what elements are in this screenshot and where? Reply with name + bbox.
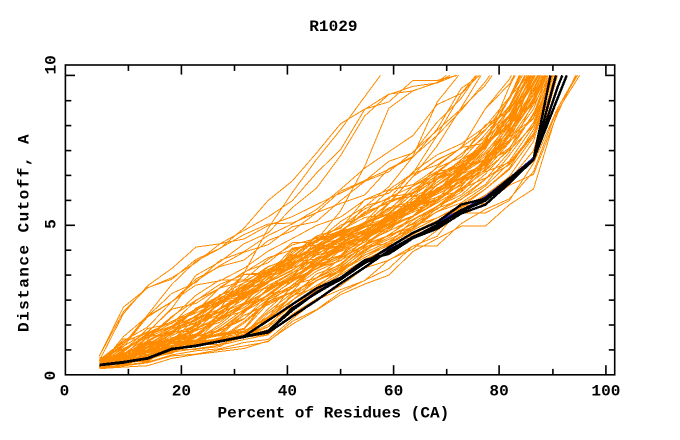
- svg-text:Percent of Residues (CA): Percent of Residues (CA): [218, 404, 450, 422]
- svg-text:0: 0: [42, 371, 60, 381]
- svg-text:40: 40: [278, 383, 297, 401]
- svg-text:80: 80: [489, 383, 508, 401]
- svg-text:10: 10: [43, 55, 61, 74]
- svg-text:100: 100: [591, 383, 620, 401]
- svg-text:Distance Cutoff, A: Distance Cutoff, A: [15, 133, 33, 332]
- svg-text:60: 60: [384, 383, 403, 401]
- svg-text:5: 5: [43, 219, 61, 229]
- svg-text:20: 20: [172, 383, 191, 401]
- svg-text:0: 0: [60, 383, 70, 401]
- svg-text:R1029: R1029: [309, 18, 357, 36]
